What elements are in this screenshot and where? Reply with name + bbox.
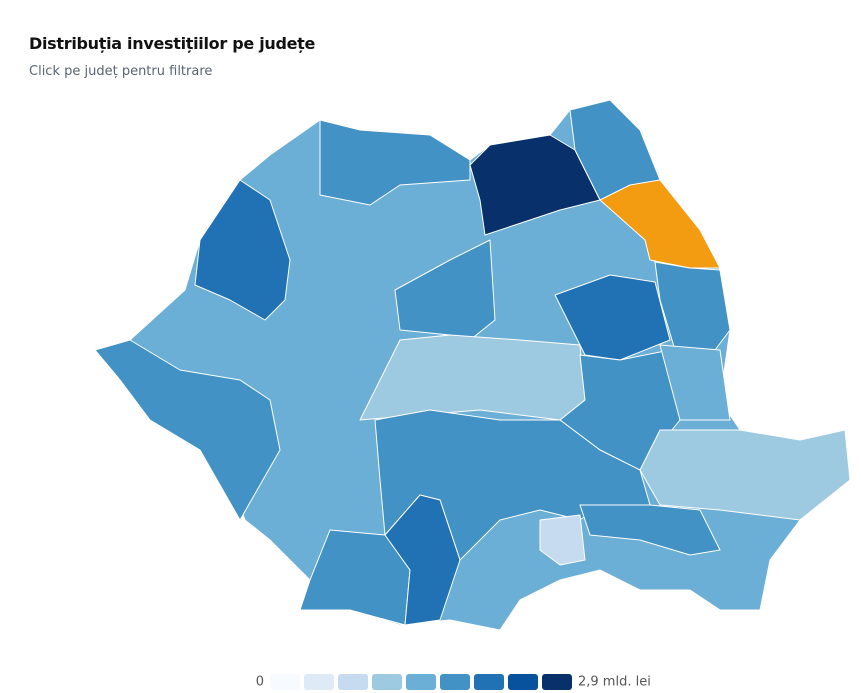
subtitle: Click pe județ pentru filtrare [29,64,213,79]
legend-swatch [542,674,572,690]
county[interactable] [94,339,281,521]
county[interactable] [599,179,721,269]
county[interactable] [319,119,471,206]
title: Distribuția investițiilor pe județe [29,34,316,53]
legend-swatch [338,674,368,690]
county[interactable] [579,504,721,556]
legend-swatch [440,674,470,690]
legend-swatch [270,674,300,690]
legend-max-label: 2,9 mld. lei [578,675,651,690]
county[interactable] [384,494,461,626]
legend-swatch [508,674,538,690]
county[interactable] [659,344,731,421]
county[interactable] [554,274,671,361]
county[interactable] [469,134,601,236]
county[interactable] [654,261,731,351]
county[interactable] [639,429,851,521]
legend-swatch [406,674,436,690]
legend-swatch [474,674,504,690]
legend-swatch [372,674,402,690]
legend-swatch [304,674,334,690]
county[interactable] [194,179,291,321]
county[interactable] [539,514,586,566]
legend-min-label: 0 [256,675,264,690]
